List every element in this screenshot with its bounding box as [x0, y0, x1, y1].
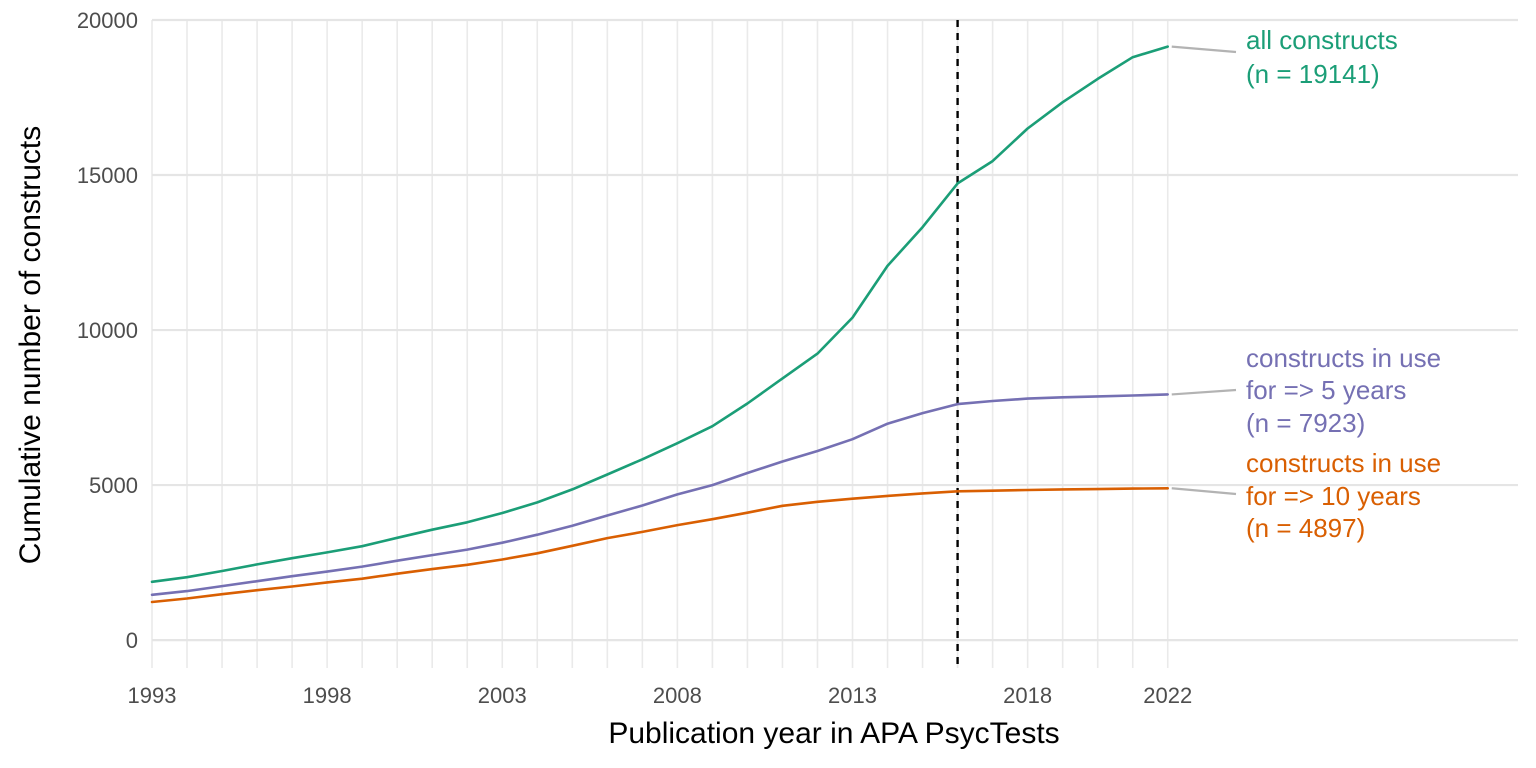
x-axis-title: Publication year in APA PsycTests [608, 717, 1059, 750]
y-axis-title: Cumulative number of constructs [14, 126, 47, 565]
x-tick-label: 2003 [478, 683, 527, 708]
x-tick-label: 2018 [1003, 683, 1052, 708]
y-tick-label: 5000 [89, 473, 138, 498]
series-label-0-line-0: all constructs [1246, 25, 1398, 55]
series-line-2 [150, 486, 1169, 604]
series-label-1-line-2: (n = 7923) [1246, 408, 1365, 438]
series-label-2-line-2: (n = 4897) [1246, 513, 1365, 543]
label-leader-1 [1171, 388, 1237, 396]
annotation-layer: all constructs (n = 19141) constructs in u… [1171, 25, 1441, 543]
x-tick-label: 1998 [303, 683, 352, 708]
series-line-0 [150, 45, 1169, 584]
y-tick-label: 15000 [77, 163, 138, 188]
y-tick-label: 20000 [77, 8, 138, 33]
x-tick-label: 2013 [828, 683, 877, 708]
label-leader-0 [1171, 45, 1237, 54]
x-tick-label: 2008 [653, 683, 702, 708]
y-tick-label: 10000 [77, 318, 138, 343]
series-label-2-line-0: constructs in use [1246, 448, 1441, 478]
series-label-1-line-1: for => 5 years [1246, 375, 1406, 405]
tick-label-layer: 0 5000 10000 15000 20000 1993 1998 2003 2008 2013… [77, 8, 1192, 708]
series-label-2-line-1: for => 10 years [1246, 481, 1421, 511]
grid-layer [151, 18, 1518, 668]
y-tick-label: 0 [126, 628, 138, 653]
label-leader-2 [1171, 487, 1237, 496]
series-label-0-line-1: (n = 19141) [1246, 59, 1380, 89]
series-line-1 [150, 393, 1169, 597]
series-label-1-line-0: constructs in use [1246, 343, 1441, 373]
x-tick-label: 1993 [128, 683, 177, 708]
x-tick-label: 2022 [1143, 683, 1192, 708]
series-layer [150, 45, 1169, 604]
